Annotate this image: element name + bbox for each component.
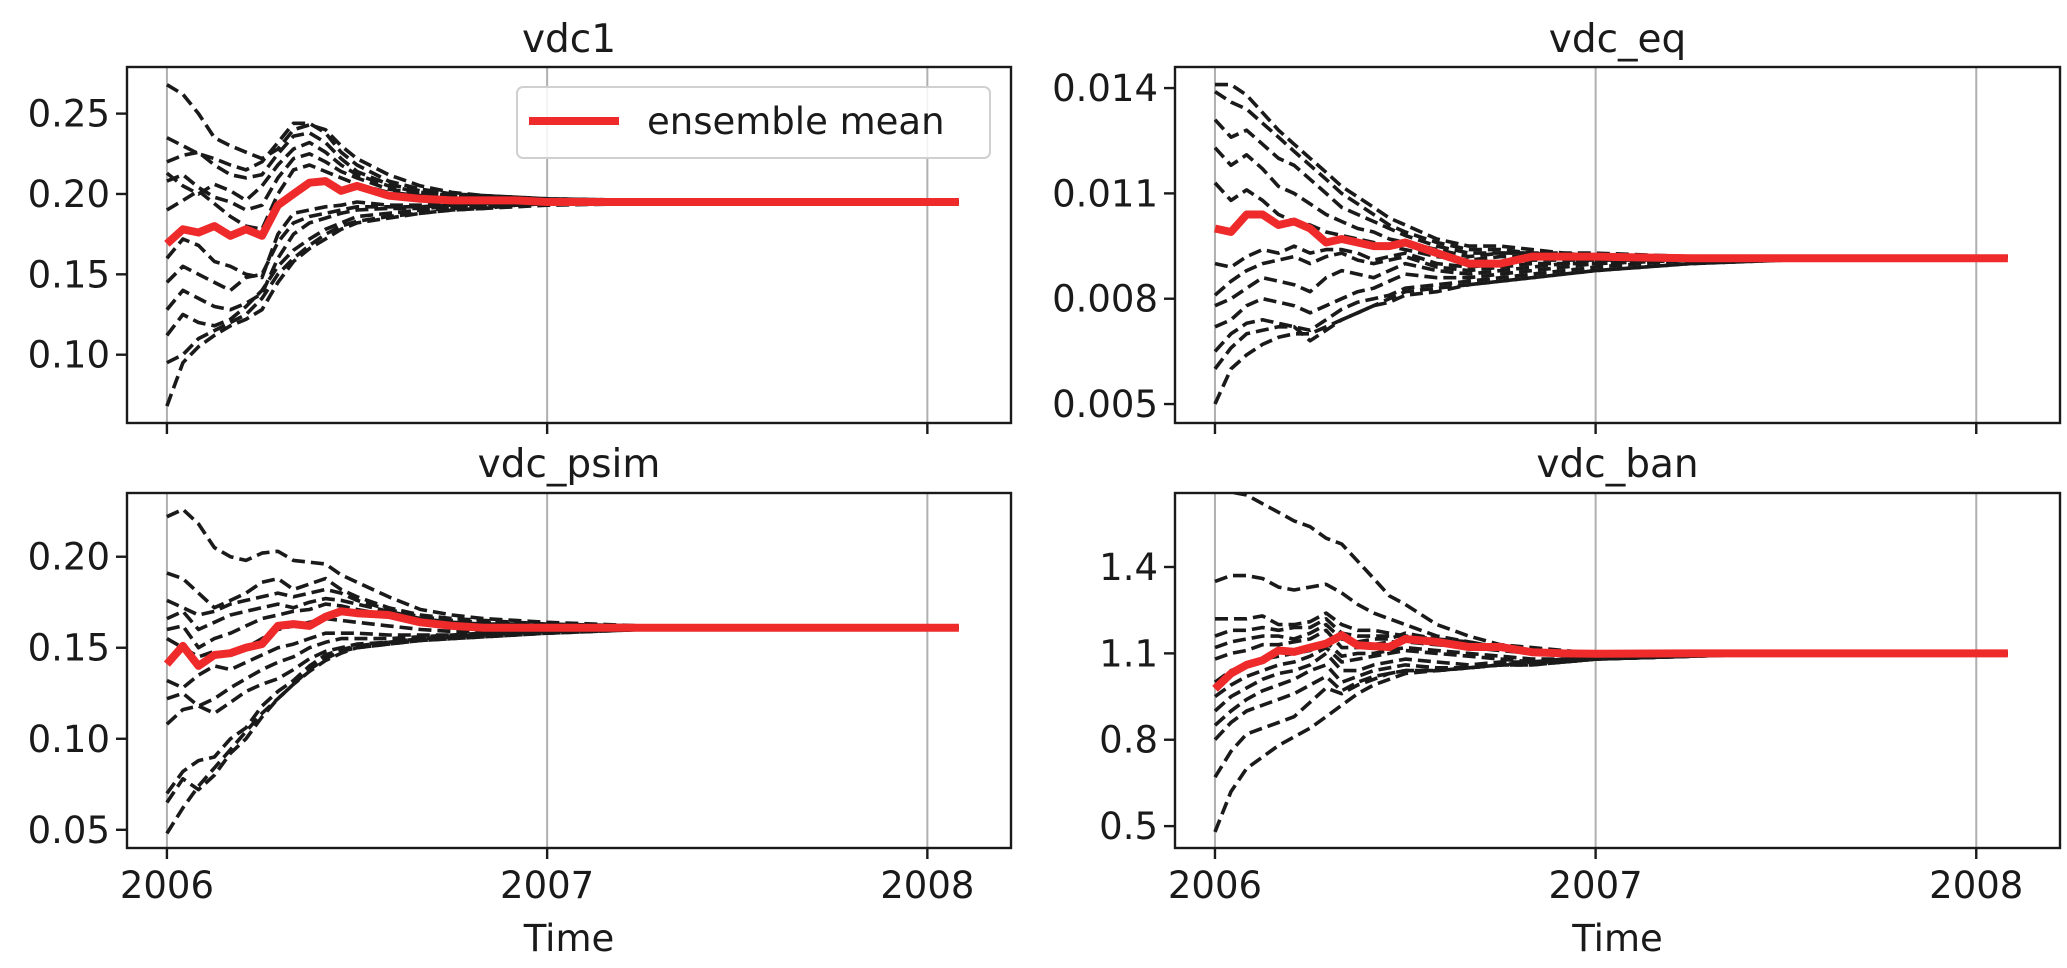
legend: ensemble mean bbox=[516, 86, 991, 159]
ensemble-member-line bbox=[166, 602, 959, 650]
ensemble-mean-line bbox=[1214, 210, 2008, 268]
ensemble-member-line bbox=[166, 507, 959, 630]
y-tick-label: 0.05 bbox=[28, 809, 110, 852]
x-tick-label: 2006 bbox=[1168, 864, 1262, 907]
y-tick-label: 0.15 bbox=[28, 253, 110, 296]
ensemble-member-line bbox=[1215, 82, 2008, 259]
ensemble-member-line bbox=[1214, 254, 2008, 308]
y-tick-label: 1.4 bbox=[1099, 546, 1158, 589]
y-tick-label: 1.1 bbox=[1099, 632, 1158, 675]
subplot-vdc-psim: vdc_psim 2006 2007 2008 0.05 0.10 0.15 0.20 Time bbox=[28, 442, 1013, 960]
y-tick-label: 0.10 bbox=[28, 334, 110, 377]
ensemble-member-line bbox=[165, 625, 959, 795]
axes-frame bbox=[125, 65, 1013, 425]
y-tick-label: 0.011 bbox=[1052, 172, 1158, 215]
ensemble-member-line bbox=[1214, 90, 2008, 259]
ensemble-member-line bbox=[165, 200, 959, 312]
y-tick-label: 0.8 bbox=[1099, 719, 1158, 762]
y-tick-label: 0.10 bbox=[28, 718, 110, 761]
legend-label: ensemble mean bbox=[647, 100, 945, 143]
y-tick-label: 0.20 bbox=[28, 173, 110, 216]
legend-box bbox=[516, 86, 991, 159]
y-tick-label: 0.008 bbox=[1052, 278, 1158, 321]
x-tick-label: 2007 bbox=[500, 864, 594, 907]
x-tick-label: 2006 bbox=[120, 864, 214, 907]
ensemble-member-line bbox=[165, 625, 959, 804]
ensemble-member-line bbox=[166, 625, 959, 690]
ensemble-member-line bbox=[1213, 645, 2008, 699]
axes-frame bbox=[1173, 491, 2062, 850]
y-tick-label: 0.014 bbox=[1052, 67, 1158, 110]
ensemble-member-line bbox=[1213, 181, 2008, 262]
x-tick-label: 2007 bbox=[1549, 864, 1643, 907]
y-tick-label: 0.20 bbox=[28, 536, 110, 579]
ensemble-member-line bbox=[165, 200, 959, 337]
subplot-vdc-eq: vdc_eq 0.005 0.008 0.011 0.014 bbox=[1052, 17, 2062, 434]
axes-frame bbox=[1173, 65, 2062, 425]
ensemble-member-line bbox=[1213, 651, 2008, 741]
series-group bbox=[1213, 82, 2008, 405]
axes-frame bbox=[125, 491, 1013, 850]
series-group bbox=[163, 507, 959, 835]
ensemble-member-line bbox=[166, 596, 959, 632]
ensemble-member-line bbox=[1213, 254, 2008, 370]
subplot-title: vdc_ban bbox=[1536, 442, 1698, 487]
series-group bbox=[164, 83, 959, 407]
x-tick-label: 2008 bbox=[880, 864, 974, 907]
subplot-title: vdc_psim bbox=[478, 442, 661, 487]
ensemble-member-line bbox=[1215, 493, 2008, 656]
subplot-title: vdc_eq bbox=[1549, 17, 1687, 62]
x-axis-label: Time bbox=[1571, 917, 1663, 960]
x-axis-label: Time bbox=[523, 917, 615, 960]
ensemble-member-line bbox=[165, 163, 959, 232]
ensemble-member-line bbox=[165, 625, 959, 726]
y-tick-label: 0.005 bbox=[1052, 383, 1158, 426]
ensemble-member-line bbox=[1215, 611, 2008, 656]
ensemble-member-line bbox=[1213, 251, 2008, 297]
y-tick-label: 0.5 bbox=[1099, 805, 1158, 848]
subplot-vdc1: vdc1 0.10 0.15 0.20 0.25 ensemble mean bbox=[28, 17, 1013, 434]
ensemble-member-line bbox=[165, 200, 959, 293]
ensemble-member-line bbox=[166, 571, 959, 630]
subplot-title: vdc1 bbox=[522, 17, 616, 62]
y-tick-label: 0.15 bbox=[28, 627, 110, 670]
ensemble-mean-line bbox=[163, 607, 959, 670]
y-tick-label: 0.25 bbox=[28, 93, 110, 136]
ensemble-mean-line bbox=[1212, 631, 2008, 692]
ensemble-member-line bbox=[1214, 254, 2008, 329]
subplot-vdc-ban: vdc_ban 2006 2007 2008 0.5 0.8 1.1 1.4 Time bbox=[1099, 442, 2062, 960]
series-group bbox=[1212, 493, 2008, 833]
x-tick-label: 2008 bbox=[1929, 864, 2023, 907]
ensemble-member-line bbox=[1214, 573, 2008, 656]
ensemble-member-line bbox=[166, 625, 959, 708]
ensemble-member-line bbox=[1213, 254, 2008, 405]
ensemble-mean-line bbox=[164, 177, 959, 247]
ensemble-member-line bbox=[1213, 651, 2008, 833]
